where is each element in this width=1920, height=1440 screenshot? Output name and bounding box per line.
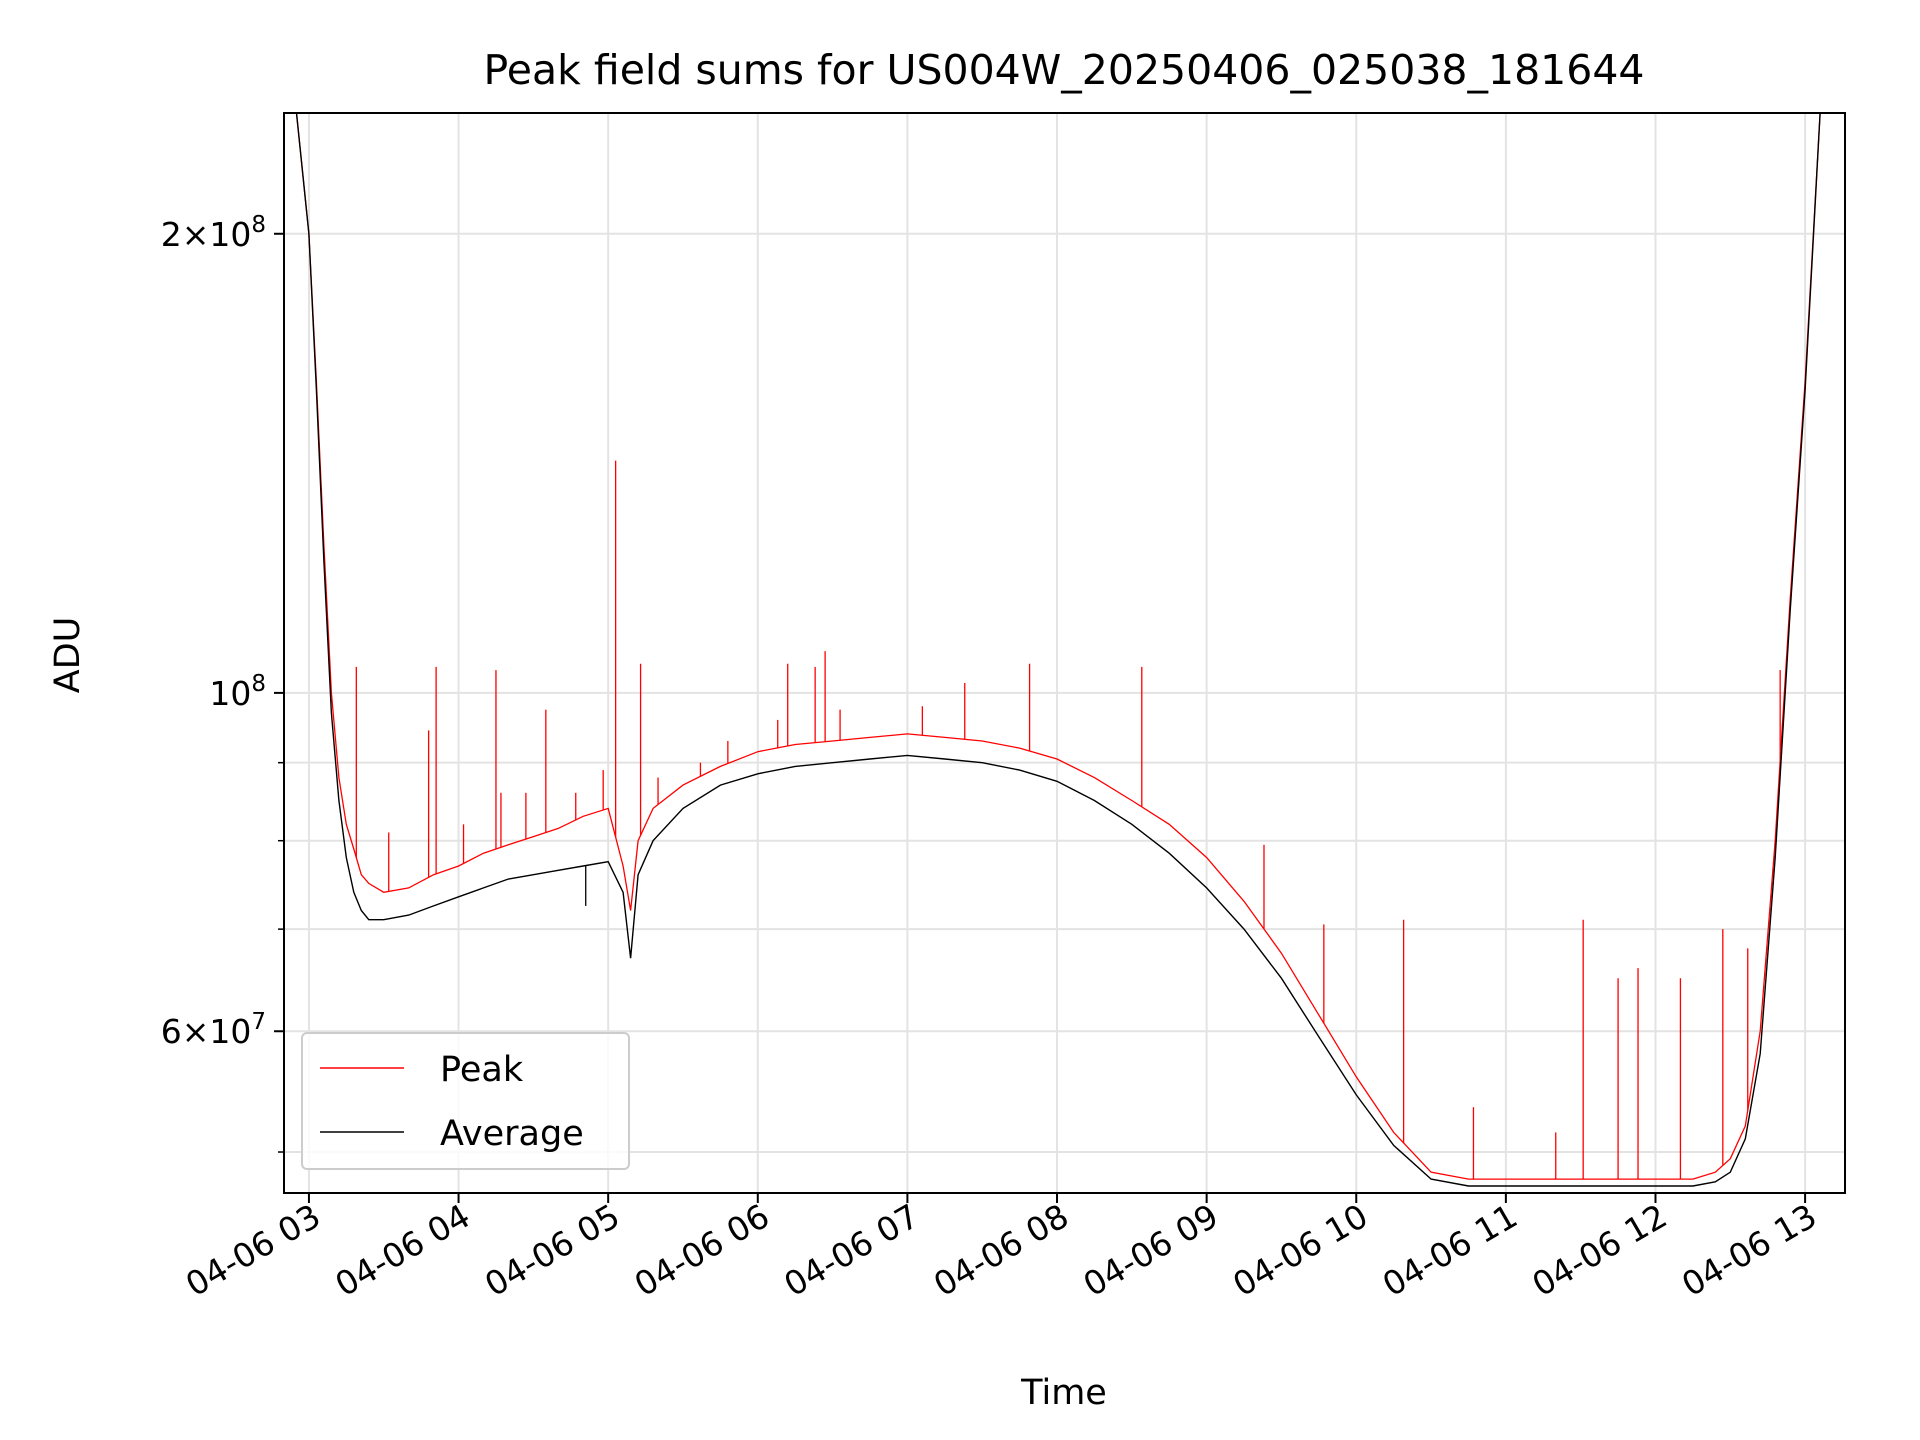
chart-title: Peak field sums for US004W_20250406_0250… (483, 46, 1644, 94)
y-tick-mantissa: 2 (161, 215, 182, 254)
x-axis-label: Time (1020, 1373, 1107, 1413)
legend: Peak Average (301, 1032, 630, 1170)
grid (284, 113, 1845, 1193)
legend-label-peak: Peak (440, 1050, 524, 1090)
plot-frame (283, 112, 1846, 1194)
series-line-peak (284, 113, 1845, 1180)
y-tick-label: 6×107 (161, 1009, 266, 1051)
y-tick-exponent: 7 (251, 1009, 266, 1035)
legend-label-average: Average (440, 1114, 584, 1154)
series-line-average (284, 113, 1845, 1187)
y-tick-mantissa: 6 (161, 1012, 182, 1051)
y-tick-times: × (182, 1012, 210, 1051)
y-axis-label: ADU (48, 617, 88, 694)
y-tick-base: 10 (209, 1012, 251, 1051)
y-tick-exponent: 8 (251, 212, 266, 238)
y-tick-label: 2×108 (161, 212, 266, 254)
y-tick-base: 10 (209, 215, 251, 254)
y-tick-label: 108 (209, 671, 266, 713)
peak-spikes (355, 460, 1781, 1180)
y-tick-times: × (182, 215, 210, 254)
plot-series (284, 113, 1845, 1187)
y-tick-exponent: 8 (251, 671, 266, 697)
y-tick-base: 10 (209, 674, 251, 713)
legend-box (301, 1032, 630, 1170)
